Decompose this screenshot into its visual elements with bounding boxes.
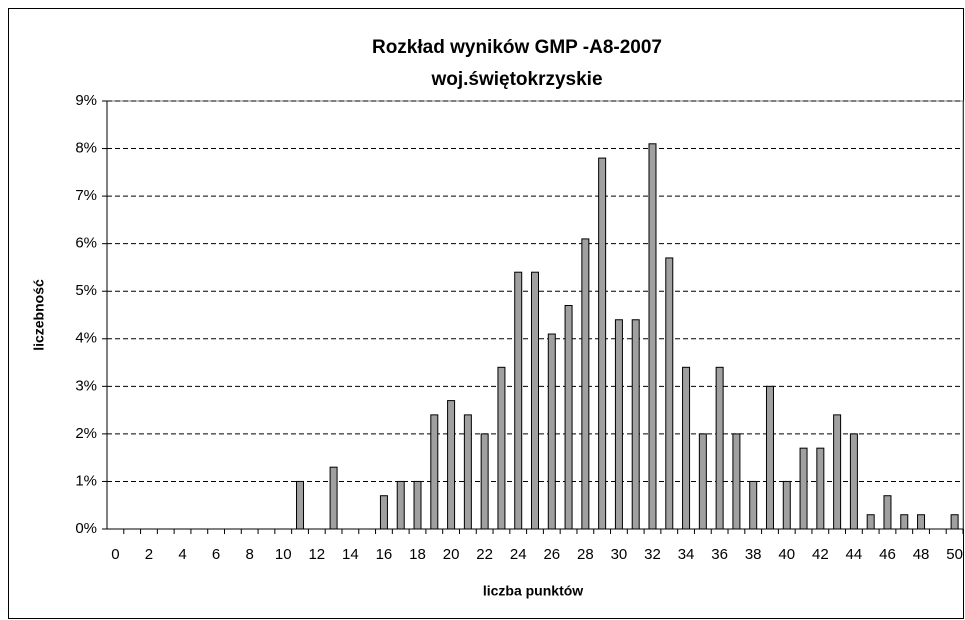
bar	[765, 385, 774, 530]
bar	[296, 480, 305, 530]
x-tick-label: 48	[913, 546, 930, 563]
bar	[698, 433, 707, 530]
bar	[514, 271, 523, 530]
bar	[849, 433, 858, 530]
bar	[749, 480, 758, 530]
bar	[447, 400, 456, 530]
bar	[598, 157, 607, 530]
bar	[463, 414, 472, 530]
bar	[480, 433, 489, 530]
x-tick-label: 10	[275, 546, 292, 563]
bar	[816, 447, 825, 530]
bar	[614, 319, 623, 530]
x-tick-label: 40	[778, 546, 795, 563]
bar	[917, 514, 926, 530]
bar	[715, 366, 724, 530]
y-tick-label: 7%	[75, 187, 97, 204]
x-tick-label: 36	[711, 546, 728, 563]
bar	[564, 304, 573, 530]
x-tick-label: 44	[846, 546, 863, 563]
bar	[833, 414, 842, 530]
x-tick-label: 4	[178, 546, 186, 563]
y-tick-label: 2%	[75, 425, 97, 442]
x-tick-label: 38	[745, 546, 762, 563]
bar	[866, 514, 875, 530]
x-tick-label: 12	[308, 546, 325, 563]
bar	[379, 495, 388, 530]
bar	[732, 433, 741, 530]
x-tick-label: 30	[611, 546, 628, 563]
bar	[396, 480, 405, 530]
y-tick-label: 6%	[75, 235, 97, 252]
y-tick-label: 5%	[75, 282, 97, 299]
x-tick-label: 28	[577, 546, 594, 563]
bar	[782, 480, 791, 530]
y-tick-label: 9%	[75, 92, 97, 109]
bar	[547, 333, 556, 530]
x-tick-label: 26	[543, 546, 560, 563]
bar	[430, 414, 439, 530]
x-tick-label: 50	[946, 546, 963, 563]
bar	[799, 447, 808, 530]
x-tick-label: 2	[145, 546, 153, 563]
chart-subtitle: woj.świętokrzyskie	[430, 69, 602, 90]
bar	[883, 495, 892, 530]
bar	[900, 514, 909, 530]
chart-title: Rozkład wyników GMP -A8-2007	[372, 37, 662, 58]
bar	[329, 466, 338, 530]
x-tick-label: 20	[443, 546, 460, 563]
y-tick-label: 3%	[75, 377, 97, 394]
y-axis-title: liczebność	[31, 279, 47, 351]
y-tick-label: 8%	[75, 140, 97, 157]
bar	[665, 257, 674, 530]
x-tick-label: 32	[644, 546, 661, 563]
x-tick-label: 46	[879, 546, 896, 563]
y-tick-label: 0%	[75, 520, 97, 537]
x-tick-label: 22	[476, 546, 493, 563]
x-tick-label: 6	[212, 546, 220, 563]
bar	[950, 514, 959, 530]
bar	[631, 319, 640, 530]
x-tick-label: 42	[812, 546, 829, 563]
bar	[413, 480, 422, 530]
y-tick-label: 4%	[75, 330, 97, 347]
x-tick-label: 24	[510, 546, 527, 563]
bar	[648, 143, 657, 530]
x-tick-label: 0	[111, 546, 119, 563]
y-tick-label: 1%	[75, 472, 97, 489]
bar	[682, 366, 691, 530]
x-tick-label: 16	[376, 546, 393, 563]
x-tick-label: 18	[409, 546, 426, 563]
bar	[581, 238, 590, 530]
bar	[531, 271, 539, 530]
x-tick-label: 14	[342, 546, 359, 563]
x-tick-label: 8	[245, 546, 253, 563]
bar	[497, 366, 506, 530]
x-axis-title: liczba punktów	[483, 583, 583, 599]
x-tick-label: 34	[678, 546, 695, 563]
